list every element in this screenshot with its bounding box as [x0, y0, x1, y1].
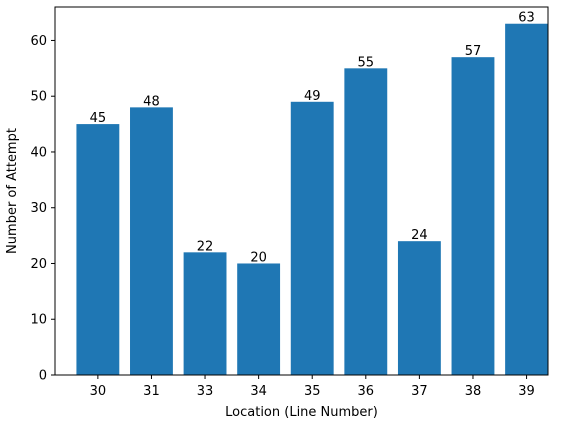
bar-36 — [344, 68, 388, 375]
value-label-37: 24 — [411, 228, 428, 243]
bar-33 — [183, 252, 227, 375]
value-label-31: 48 — [143, 94, 160, 109]
y-tick-label-20: 20 — [30, 257, 47, 272]
value-label-30: 45 — [90, 111, 107, 126]
y-tick-label-10: 10 — [30, 313, 47, 328]
x-tick-label-34: 34 — [250, 384, 267, 399]
value-label-39: 63 — [518, 11, 535, 26]
x-tick-label-36: 36 — [358, 384, 375, 399]
y-axis-ticks: 0 10 20 30 40 50 60 — [30, 34, 55, 384]
value-labels-layer: 45 48 22 20 49 55 24 57 63 — [90, 11, 535, 266]
x-tick-label-31: 31 — [143, 384, 160, 399]
bar-38 — [451, 57, 495, 376]
value-label-35: 49 — [304, 89, 321, 104]
bar-31 — [130, 107, 173, 376]
bar-30 — [76, 124, 120, 375]
x-tick-label-30: 30 — [90, 384, 107, 399]
value-label-34: 20 — [250, 250, 267, 265]
x-tick-label-37: 37 — [411, 384, 428, 399]
bar-39 — [505, 23, 548, 375]
bar-35 — [290, 101, 334, 375]
bar-37 — [397, 241, 441, 375]
x-tick-label-35: 35 — [304, 384, 321, 399]
y-tick-label-50: 50 — [30, 90, 47, 105]
x-tick-label-38: 38 — [465, 384, 482, 399]
x-tick-label-39: 39 — [518, 384, 535, 399]
y-tick-label-30: 30 — [30, 201, 47, 216]
value-label-38: 57 — [465, 44, 482, 59]
value-label-33: 22 — [197, 239, 214, 254]
plot-frame — [54, 6, 549, 376]
value-label-36: 55 — [358, 55, 375, 70]
x-axis-title: Location (Line Number) — [225, 405, 378, 420]
y-axis-title: Number of Attempt — [5, 128, 20, 254]
x-tick-label-33: 33 — [197, 384, 214, 399]
bars-layer — [76, 23, 548, 376]
y-tick-label-40: 40 — [30, 145, 47, 160]
x-axis-ticks: 30 31 33 34 35 36 37 38 39 — [90, 375, 535, 399]
bar-34 — [237, 263, 281, 375]
y-tick-label-0: 0 — [39, 369, 47, 384]
y-tick-label-60: 60 — [30, 34, 47, 49]
